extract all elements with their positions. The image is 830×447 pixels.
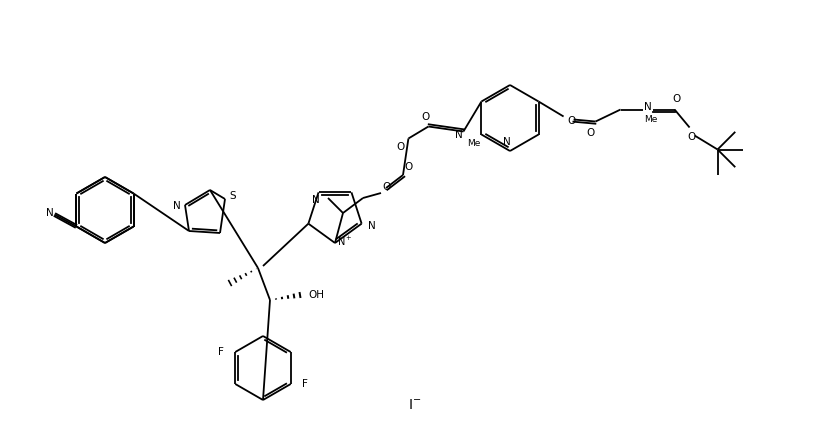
Text: N: N xyxy=(173,201,181,211)
Text: N: N xyxy=(46,208,53,219)
Text: O: O xyxy=(672,94,681,105)
Text: N: N xyxy=(644,101,652,111)
Text: N: N xyxy=(455,131,462,140)
Text: O: O xyxy=(687,131,696,142)
Text: N: N xyxy=(312,195,320,205)
Text: F: F xyxy=(302,379,308,389)
Text: O: O xyxy=(422,111,430,122)
Text: N: N xyxy=(368,221,375,231)
Text: O: O xyxy=(568,117,576,127)
Text: Me: Me xyxy=(466,139,480,148)
Text: O: O xyxy=(404,162,413,172)
Text: S: S xyxy=(230,191,237,201)
Text: O: O xyxy=(396,142,404,152)
Text: O: O xyxy=(587,128,595,139)
Text: N$^+$: N$^+$ xyxy=(337,234,353,248)
Text: Me: Me xyxy=(644,115,657,124)
Text: N: N xyxy=(503,137,511,147)
Text: I$^{-}$: I$^{-}$ xyxy=(408,398,422,412)
Text: F: F xyxy=(218,347,224,357)
Text: O: O xyxy=(382,182,390,192)
Text: OH: OH xyxy=(308,290,324,300)
